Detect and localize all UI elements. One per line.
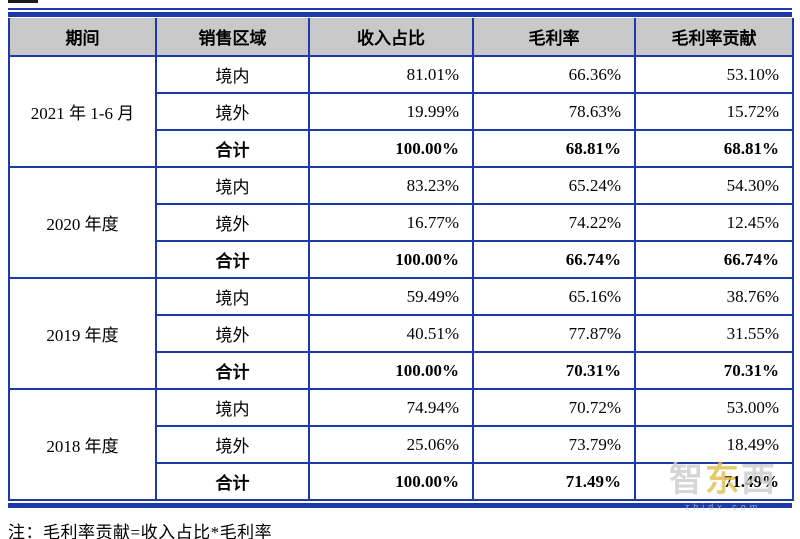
margin-contribution-cell: 15.72%: [634, 92, 794, 131]
gross-margin-table: 期间 销售区域 收入占比 毛利率 毛利率贡献 2021 年 1-6 月境内 81.01% 6…: [8, 18, 794, 501]
table-row: 合计 100.00% 66.74% 66.74%: [9, 240, 794, 279]
gross-margin-cell: 65.16%: [472, 277, 636, 316]
revenue-share-cell: 100.00%: [308, 462, 474, 501]
column-header: 毛利率贡献: [634, 18, 794, 57]
table-body: 2021 年 1-6 月境内 81.01% 66.36% 53.10% 境外 19.99%…: [8, 55, 794, 501]
gross-margin-cell: 65.24%: [472, 166, 636, 205]
margin-contribution-cell: 18.49%: [634, 425, 794, 464]
region-cell: 合计: [155, 351, 310, 390]
margin-contribution-cell: 38.76%: [634, 277, 794, 316]
region-cell: 境内: [155, 55, 310, 94]
gross-margin-cell: 78.63%: [472, 92, 636, 131]
region-cell: 境内: [155, 277, 310, 316]
period-cell: 2019 年度: [8, 277, 157, 390]
margin-contribution-cell: 31.55%: [634, 314, 794, 353]
column-header: 毛利率: [472, 18, 636, 57]
header-row: 期间 销售区域 收入占比 毛利率 毛利率贡献: [8, 18, 794, 57]
table-row: 境外 40.51% 77.87% 31.55%: [9, 314, 794, 353]
margin-contribution-cell: 53.00%: [634, 388, 794, 427]
revenue-share-cell: 100.00%: [308, 351, 474, 390]
revenue-share-cell: 25.06%: [308, 425, 474, 464]
margin-contribution-cell: 12.45%: [634, 203, 794, 242]
region-cell: 境外: [155, 92, 310, 131]
region-cell: 合计: [155, 462, 310, 501]
revenue-share-cell: 74.94%: [308, 388, 474, 427]
period-cell: 2020 年度: [8, 166, 157, 279]
table-row: 境外 25.06% 73.79% 18.49%: [9, 425, 794, 464]
column-header: 销售区域: [155, 18, 310, 57]
margin-contribution-cell: 66.74%: [634, 240, 794, 279]
revenue-share-cell: 100.00%: [308, 240, 474, 279]
bottom-rule-thick: [8, 503, 792, 508]
column-header: 收入占比: [308, 18, 474, 57]
table-row: 2019 年度 境内 59.49% 65.16% 38.76%: [8, 277, 794, 390]
revenue-share-cell: 81.01%: [308, 55, 474, 94]
gross-margin-cell: 73.79%: [472, 425, 636, 464]
region-cell: 境内: [155, 388, 310, 427]
top-left-mark: [8, 0, 38, 3]
gross-margin-cell: 70.31%: [472, 351, 636, 390]
table-row: 境外 16.77% 74.22% 12.45%: [9, 203, 794, 242]
gross-margin-cell: 71.49%: [472, 462, 636, 501]
region-cell: 境内: [155, 166, 310, 205]
margin-contribution-cell: 68.81%: [634, 129, 794, 168]
gross-margin-cell: 77.87%: [472, 314, 636, 353]
gross-margin-cell: 68.81%: [472, 129, 636, 168]
gross-margin-cell: 70.72%: [472, 388, 636, 427]
gross-margin-cell: 66.74%: [472, 240, 636, 279]
table-row: 2018 年度 境内 74.94% 70.72% 53.00%: [8, 388, 794, 501]
top-rule-thin: [8, 8, 792, 10]
revenue-share-cell: 83.23%: [308, 166, 474, 205]
top-rule-thick: [8, 12, 792, 17]
region-cell: 境外: [155, 425, 310, 464]
margin-contribution-cell: 70.31%: [634, 351, 794, 390]
revenue-share-cell: 19.99%: [308, 92, 474, 131]
period-cell: 2021 年 1-6 月: [8, 55, 157, 168]
gross-margin-cell: 74.22%: [472, 203, 636, 242]
table-row: 合计 100.00% 70.31% 70.31%: [9, 351, 794, 390]
revenue-share-cell: 40.51%: [308, 314, 474, 353]
margin-contribution-cell: 53.10%: [634, 55, 794, 94]
period-cell: 2018 年度: [8, 388, 157, 501]
footnote: 注：毛利率贡献=收入占比*毛利率: [8, 523, 273, 539]
margin-contribution-cell: 54.30%: [634, 166, 794, 205]
table-row: 2021 年 1-6 月境内 81.01% 66.36% 53.10%: [8, 55, 794, 168]
revenue-share-cell: 16.77%: [308, 203, 474, 242]
gross-margin-cell: 66.36%: [472, 55, 636, 94]
table-row: 合计 100.00% 71.49% 71.49%: [9, 462, 794, 501]
margin-contribution-cell: 71.49%: [634, 462, 794, 501]
table-row: 合计 100.00% 68.81% 68.81%: [9, 129, 794, 168]
table-row: 境外 19.99% 78.63% 15.72%: [9, 92, 794, 131]
column-header: 期间: [8, 18, 157, 57]
table-row: 2020 年度 境内 83.23% 65.24% 54.30%: [8, 166, 794, 279]
region-cell: 境外: [155, 314, 310, 353]
report-table-area: 期间 销售区域 收入占比 毛利率 毛利率贡献 2021 年 1-6 月境内 81.01% 6…: [8, 8, 794, 508]
revenue-share-cell: 100.00%: [308, 129, 474, 168]
region-cell: 合计: [155, 129, 310, 168]
region-cell: 境外: [155, 203, 310, 242]
revenue-share-cell: 59.49%: [308, 277, 474, 316]
region-cell: 合计: [155, 240, 310, 279]
